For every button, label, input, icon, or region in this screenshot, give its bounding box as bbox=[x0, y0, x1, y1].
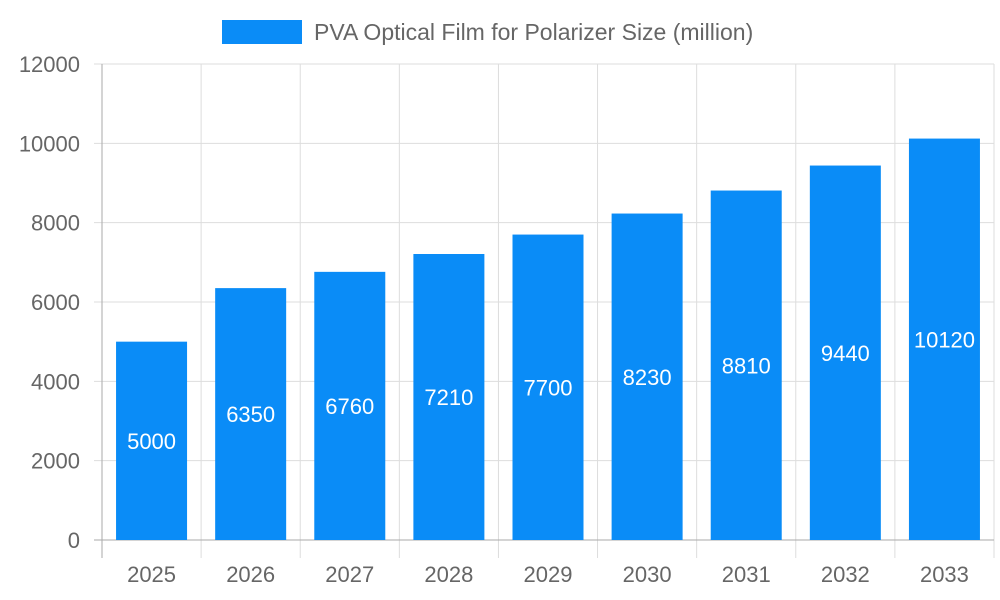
bar bbox=[710, 190, 782, 540]
legend-swatch bbox=[222, 20, 302, 44]
x-tick-label: 2031 bbox=[722, 562, 771, 587]
y-tick-label: 12000 bbox=[19, 52, 80, 77]
legend-label: PVA Optical Film for Polarizer Size (mil… bbox=[314, 18, 754, 45]
bar bbox=[215, 288, 287, 540]
bar-data-label: 7210 bbox=[424, 385, 473, 410]
y-tick-label: 10000 bbox=[19, 131, 80, 156]
y-tick-label: 4000 bbox=[31, 369, 80, 394]
x-tick-label: 2026 bbox=[226, 562, 275, 587]
bar-data-label: 5000 bbox=[127, 429, 176, 454]
bar bbox=[809, 165, 881, 540]
legend[interactable]: PVA Optical Film for Polarizer Size (mil… bbox=[222, 18, 754, 45]
bar-data-label: 10120 bbox=[914, 327, 975, 352]
x-tick-label: 2027 bbox=[325, 562, 374, 587]
x-tick-label: 2030 bbox=[623, 562, 672, 587]
x-tick-label: 2032 bbox=[821, 562, 870, 587]
x-tick-label: 2029 bbox=[524, 562, 573, 587]
x-tick-label: 2028 bbox=[424, 562, 473, 587]
bar-data-label: 7700 bbox=[524, 375, 573, 400]
bar-data-label: 6760 bbox=[325, 394, 374, 419]
y-tick-label: 6000 bbox=[31, 290, 80, 315]
x-tick-label: 2025 bbox=[127, 562, 176, 587]
bar bbox=[413, 254, 485, 540]
y-tick-label: 8000 bbox=[31, 211, 80, 236]
bar-data-label: 9440 bbox=[821, 341, 870, 366]
y-tick-label: 0 bbox=[68, 528, 80, 553]
bar-data-label: 8810 bbox=[722, 353, 771, 378]
bar bbox=[908, 138, 980, 540]
bar bbox=[116, 341, 188, 540]
y-tick-label: 2000 bbox=[31, 449, 80, 474]
bar-data-label: 8230 bbox=[623, 365, 672, 390]
bar bbox=[314, 271, 386, 540]
bar bbox=[611, 213, 683, 540]
bar bbox=[512, 234, 584, 541]
bar-data-label: 6350 bbox=[226, 402, 275, 427]
x-tick-label: 2033 bbox=[920, 562, 969, 587]
